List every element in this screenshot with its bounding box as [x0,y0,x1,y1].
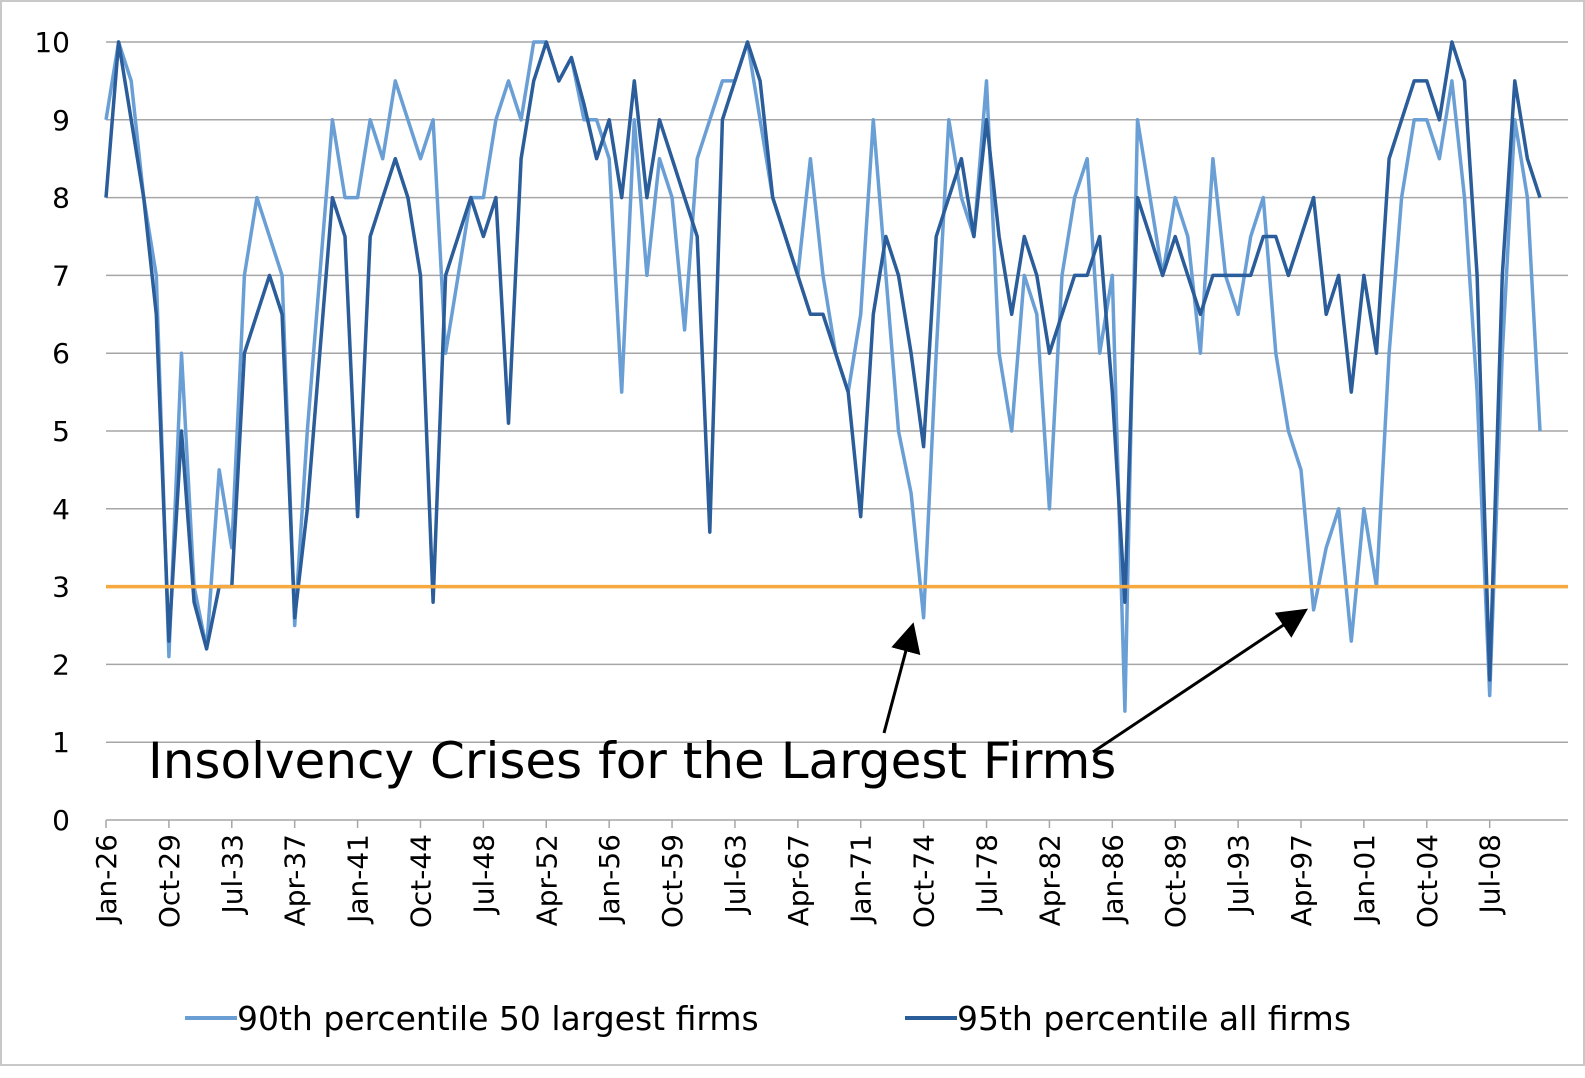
x-tick-label: Oct-59 [656,834,689,928]
y-tick-label: 3 [52,571,70,604]
x-tick-label: Oct-04 [1411,834,1444,928]
x-tick-label: Oct-44 [404,834,437,928]
legend-label: 95th percentile all firms [957,999,1351,1038]
x-tick-label: Jul-78 [971,834,1004,916]
y-tick-label: 7 [52,259,70,292]
x-tick-label: Jul-63 [719,834,752,916]
plot-area [104,40,1568,713]
x-tick-label: Jan-86 [1096,834,1129,925]
y-tick-label: 8 [52,182,70,215]
labels: 0 1 2 3 4 5 6 7 8 9 10 Jan-26 Oct-29 Jul-33 Apr-37 Jan-… [34,26,1506,1038]
x-tick-label: Oct-89 [1159,834,1192,928]
y-tick-label: 5 [52,415,70,448]
x-tick-label: Jan-41 [342,834,375,925]
arrow [1092,608,1308,754]
annotation: Insolvency Crises for the Largest Firms [148,732,1116,790]
legend-label: 90th percentile 50 largest firms [237,999,759,1038]
y-tick-label: 2 [52,648,70,681]
x-tick-label: Apr-97 [1285,834,1318,926]
y-tick-label: 4 [52,493,70,526]
x-tick-label: Apr-67 [782,834,815,926]
x-tick-label: Oct-29 [153,834,186,928]
series-line [104,40,1542,682]
x-tick-label: Jul-48 [467,834,500,916]
x-tick-label: Jan-56 [593,834,626,925]
series-line [104,40,1542,713]
y-tick-label: 9 [52,104,70,137]
x-tick-label: Oct-74 [908,834,941,928]
arrow [882,622,921,734]
x-tick-label: Apr-37 [279,834,312,926]
x-tick-label: Apr-52 [530,834,563,926]
x-tick-label: Jan-26 [90,834,123,925]
y-tick-label: 10 [34,26,70,59]
x-tick-label: Jan-71 [845,834,878,925]
y-tick-label: 6 [52,337,70,370]
y-tick-label: 0 [52,804,70,837]
x-tick-label: Jan-01 [1348,834,1381,925]
x-tick-label: Jul-08 [1474,834,1507,916]
x-tick-label: Jul-93 [1222,834,1255,916]
y-tick-label: 1 [52,726,70,759]
x-tick-label: Jul-33 [216,834,249,916]
x-tick-label: Apr-82 [1033,834,1066,926]
